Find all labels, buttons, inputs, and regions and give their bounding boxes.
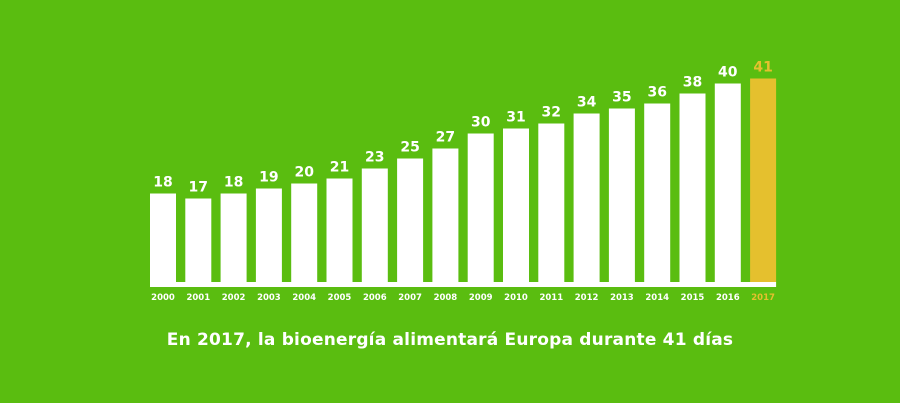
value-label-2010: 31 xyxy=(506,110,525,126)
value-label-2003: 19 xyxy=(259,170,278,186)
value-label-2008: 27 xyxy=(436,130,455,146)
value-label-2001: 17 xyxy=(189,180,208,196)
tick-label-2001: 2001 xyxy=(186,293,210,303)
baseline xyxy=(150,282,777,287)
value-label-2007: 25 xyxy=(400,140,419,156)
value-label-2005: 21 xyxy=(330,160,349,176)
value-label-2016: 40 xyxy=(718,65,738,81)
bar-2002 xyxy=(220,193,247,282)
value-label-2004: 20 xyxy=(294,165,314,181)
tick-label-2017: 2017 xyxy=(751,293,775,303)
tick-label-2016: 2016 xyxy=(716,293,740,303)
caption: En 2017, la bioenergía alimentará Europa… xyxy=(166,330,734,350)
bar-2004 xyxy=(291,183,318,282)
bar-2005 xyxy=(326,178,353,282)
value-label-2011: 32 xyxy=(542,105,561,121)
tick-label-2000: 2000 xyxy=(151,293,175,303)
bar-2016 xyxy=(714,83,741,282)
tick-label-2002: 2002 xyxy=(222,293,246,303)
bar-2000 xyxy=(150,193,176,282)
bar-2012 xyxy=(573,113,600,282)
value-label-2006: 23 xyxy=(365,150,384,166)
bar-2008 xyxy=(432,148,459,282)
bar-2003 xyxy=(255,188,282,282)
value-label-2002: 18 xyxy=(224,175,243,191)
value-label-2013: 35 xyxy=(612,90,631,106)
value-label-2000: 18 xyxy=(153,175,172,191)
tick-label-2005: 2005 xyxy=(328,293,352,303)
bar-2007 xyxy=(397,158,424,282)
tick-label-2011: 2011 xyxy=(539,293,563,303)
value-label-2017: 41 xyxy=(753,60,772,76)
value-label-2012: 34 xyxy=(577,95,597,111)
bar-2013 xyxy=(608,108,635,282)
tick-label-2010: 2010 xyxy=(504,293,528,303)
tick-label-2015: 2015 xyxy=(681,293,705,303)
bar-2001 xyxy=(185,198,212,282)
value-label-2015: 38 xyxy=(683,75,702,91)
tick-label-2003: 2003 xyxy=(257,293,281,303)
bar-2015 xyxy=(679,93,706,282)
bar-2009 xyxy=(467,133,494,282)
bar-2010 xyxy=(503,128,529,282)
tick-label-2009: 2009 xyxy=(469,293,493,303)
tick-label-2007: 2007 xyxy=(398,293,422,303)
tick-label-2014: 2014 xyxy=(645,293,669,303)
bar-2017 xyxy=(750,78,777,282)
tick-label-2013: 2013 xyxy=(610,293,634,303)
bar-2014 xyxy=(644,103,671,282)
bar-2011 xyxy=(538,123,565,282)
value-label-2014: 36 xyxy=(647,85,666,101)
tick-label-2006: 2006 xyxy=(363,293,387,303)
bar-2006 xyxy=(361,168,388,282)
value-label-2009: 30 xyxy=(471,115,491,131)
tick-label-2012: 2012 xyxy=(575,293,599,303)
tick-label-2008: 2008 xyxy=(434,293,458,303)
tick-label-2004: 2004 xyxy=(292,293,316,303)
